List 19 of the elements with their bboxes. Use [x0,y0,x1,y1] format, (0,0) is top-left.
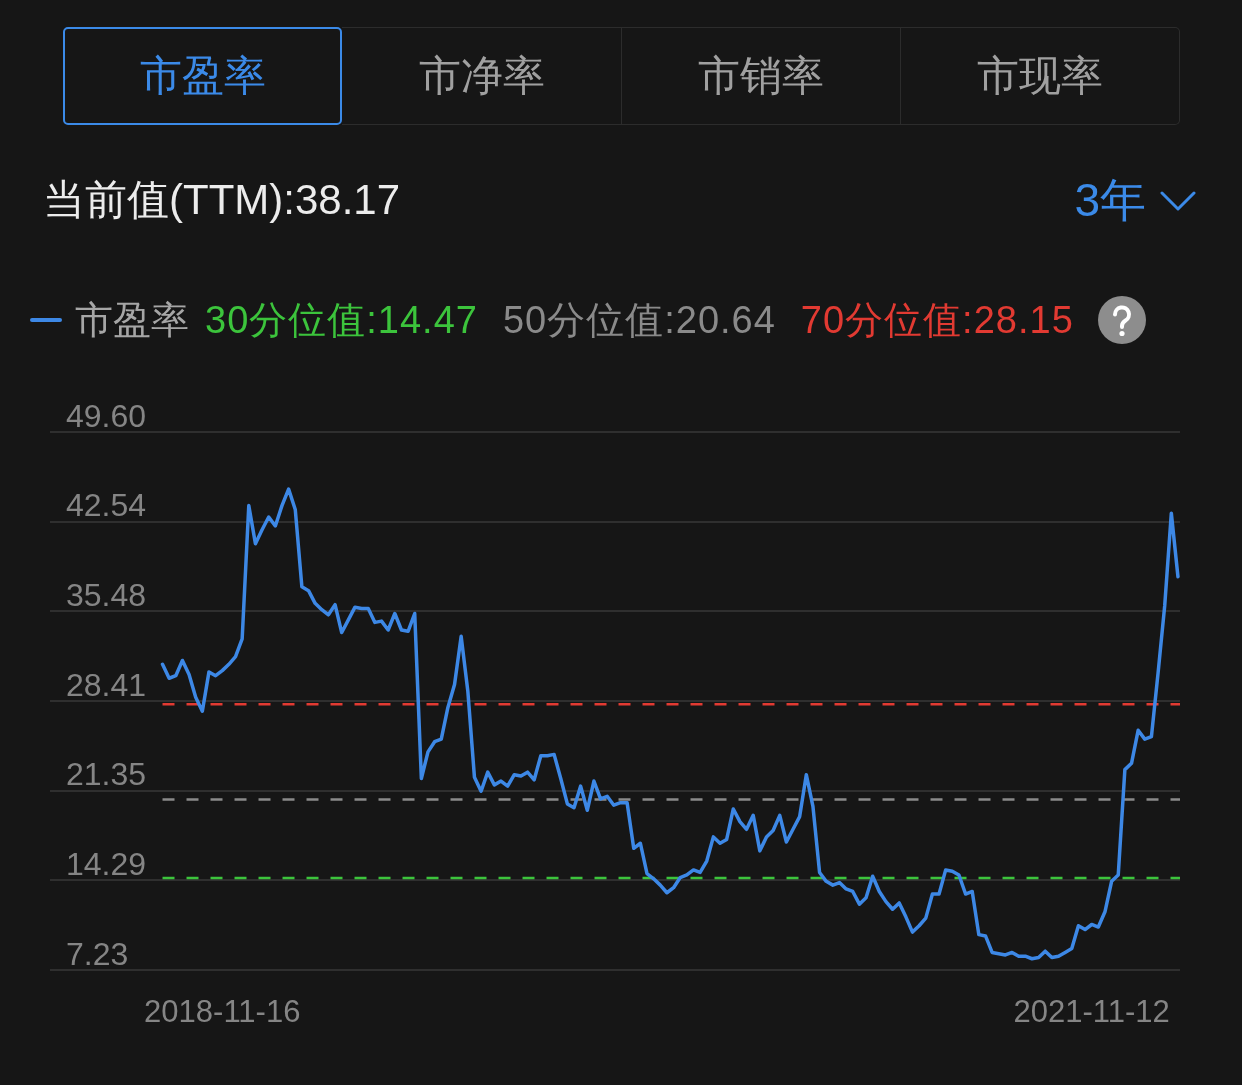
y-tick-label: 49.60 [66,397,147,434]
y-tick-label: 42.54 [66,487,147,524]
y-tick-label: 28.41 [66,666,147,703]
text: 市净率 [418,52,545,99]
y-tick-label: 21.35 [66,756,147,793]
text: 3年 [1074,174,1146,226]
chart-title: 当前值(TTM):38.17 [43,176,401,223]
text: 市销率 [698,52,825,99]
legend-label: 市盈率 [75,297,189,343]
text: 市现率 [977,52,1104,99]
ref-line-label: 70分位值:28.15 [800,297,1074,343]
text: 市盈率 [139,52,266,99]
y-tick-label: 35.48 [66,577,147,614]
y-tick-label: 14.29 [66,846,147,883]
x-tick-label: 2018-11-16 [144,993,301,1029]
x-tick-label: 2021-11-12 [1013,993,1170,1029]
ref-line-label: 50分位值:20.64 [502,297,776,343]
y-tick-label: 7.23 [66,935,129,972]
ref-line-label: 30分位值:14.47 [205,297,478,343]
